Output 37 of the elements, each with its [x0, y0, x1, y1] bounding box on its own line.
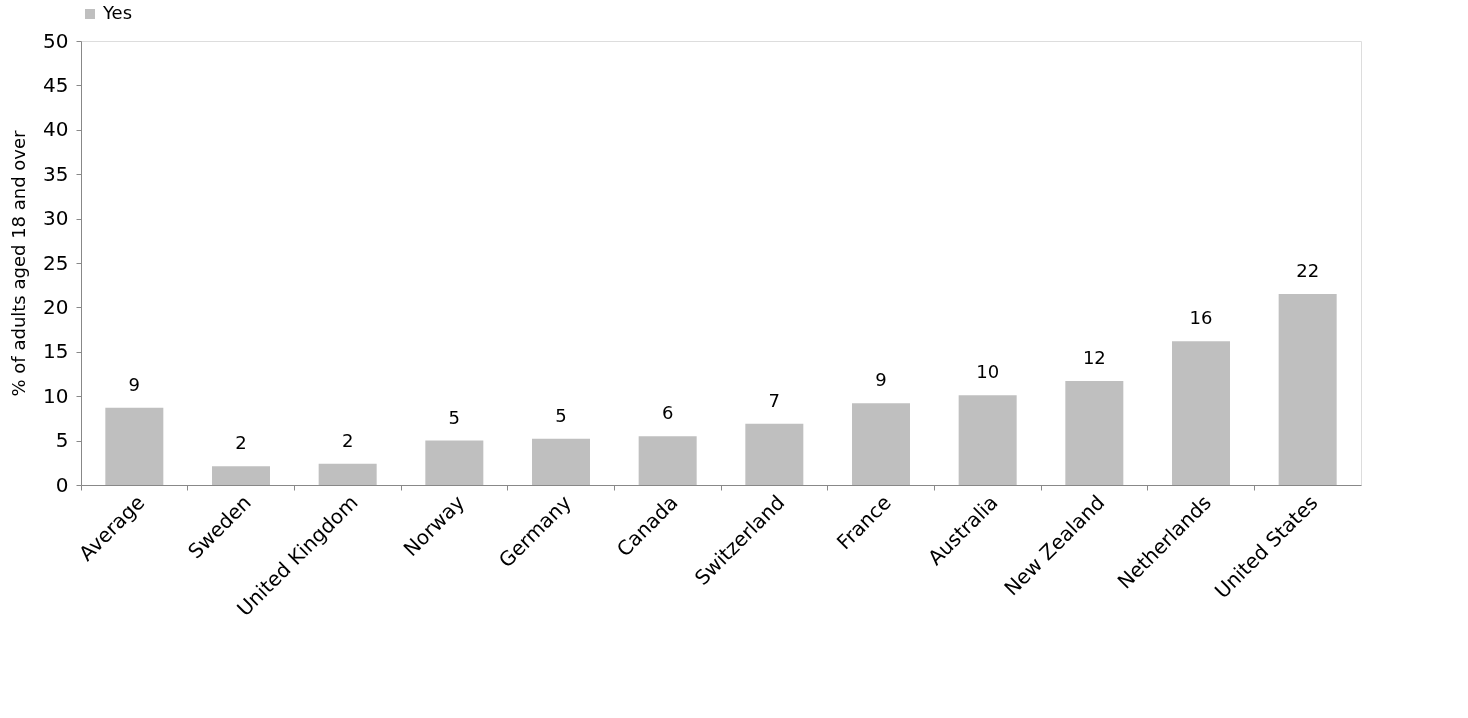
bar: [318, 463, 377, 485]
bar: [1278, 294, 1337, 485]
y-tick-label: 25: [43, 250, 69, 275]
bar: [1065, 381, 1124, 485]
data-label: 5: [448, 406, 461, 428]
bar: [958, 395, 1017, 485]
bar: [638, 436, 697, 485]
data-label: 10: [976, 361, 1000, 383]
data-label: 22: [1296, 260, 1320, 282]
y-tick-label: 30: [43, 206, 69, 231]
y-tick-label: 50: [43, 28, 69, 53]
data-label: 5: [555, 404, 567, 426]
data-label: 16: [1189, 307, 1213, 329]
y-tick-label: 35: [43, 161, 69, 186]
y-tick-label: 20: [43, 294, 69, 319]
bar: [852, 403, 910, 485]
bar: [532, 438, 590, 485]
bar: [425, 440, 484, 485]
y-tick-label: 10: [43, 383, 69, 408]
data-label: 9: [128, 373, 141, 395]
bar: [212, 466, 270, 485]
bar: [1172, 341, 1230, 485]
y-tick-label: 15: [43, 339, 69, 364]
y-tick-label: 40: [43, 117, 69, 142]
data-label: 2: [341, 429, 354, 451]
data-label: 7: [768, 389, 781, 411]
data-label: 2: [235, 432, 247, 454]
bar: [105, 407, 164, 485]
data-label: 9: [875, 369, 887, 391]
legend-label: Yes: [102, 2, 133, 23]
y-axis-title: % of adults aged 18 and over: [8, 129, 30, 397]
y-tick-label: 5: [55, 428, 69, 453]
y-tick-label: 0: [55, 472, 69, 497]
data-label: 12: [1082, 347, 1106, 369]
y-tick-label: 45: [43, 72, 69, 97]
data-label: 6: [661, 402, 674, 424]
bar: [745, 423, 804, 485]
